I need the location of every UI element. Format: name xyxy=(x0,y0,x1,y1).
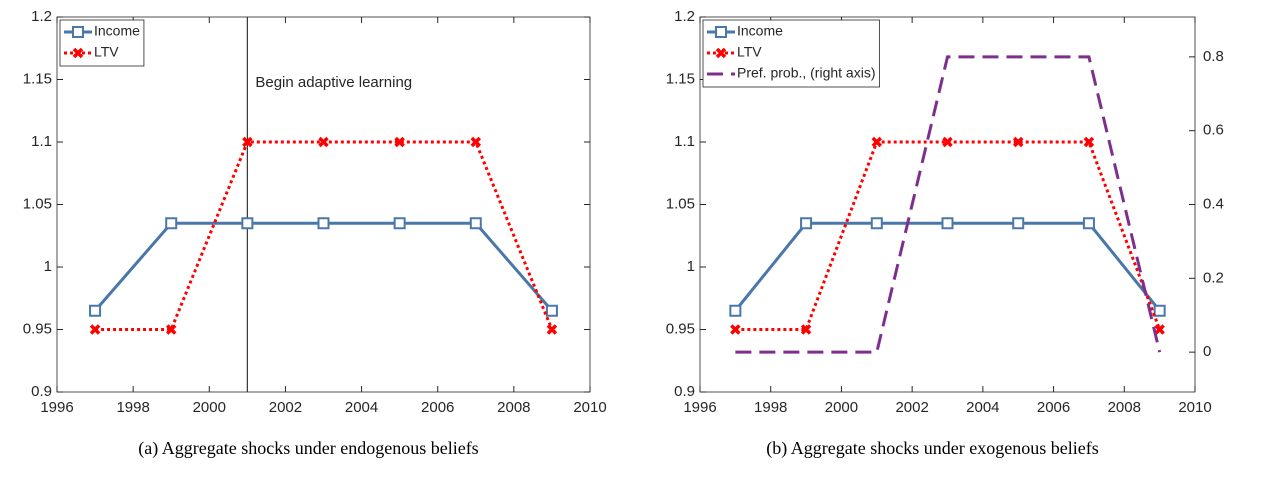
marker xyxy=(545,304,558,317)
legend-marker xyxy=(72,26,84,38)
marker xyxy=(730,324,741,335)
marker xyxy=(800,217,813,230)
y-tick-label: 1.2 xyxy=(31,8,52,25)
legend-marker xyxy=(72,47,84,59)
marker xyxy=(1082,217,1095,230)
marker xyxy=(89,324,101,335)
y2-tick-label: 0.2 xyxy=(1203,269,1224,286)
y-tick-label: 1.1 xyxy=(31,133,52,150)
legend-marker xyxy=(715,47,727,59)
caption: (b) Aggregate shocks under exogenous bel… xyxy=(766,438,1098,459)
marker xyxy=(941,217,954,230)
x-tick-label: 2006 xyxy=(421,399,454,416)
marker xyxy=(165,324,177,335)
marker xyxy=(89,304,102,317)
x-tick-label: 1996 xyxy=(40,399,73,416)
marker xyxy=(870,217,883,230)
x-tick-label: 2006 xyxy=(1037,399,1070,416)
series-line xyxy=(735,140,1162,331)
y2-tick-label: 0.8 xyxy=(1203,48,1224,65)
caption: (a) Aggregate shocks under endogenous be… xyxy=(138,438,478,459)
legend: Income LTV Pref. prob., (right axis) xyxy=(702,19,880,88)
legend-label: Income xyxy=(94,23,140,39)
y2-tick-label: 0.6 xyxy=(1203,122,1224,139)
legend-label: Income xyxy=(737,23,783,39)
legend-marker xyxy=(715,26,727,38)
x-tick-label: 2002 xyxy=(895,399,928,416)
marker xyxy=(469,217,482,230)
marker xyxy=(242,136,253,148)
legend-label: Pref. prob., (right axis) xyxy=(737,65,876,81)
y-tick-label: 0.9 xyxy=(31,383,52,400)
y-tick-label: 0.95 xyxy=(666,320,695,337)
x-tick-label: 2008 xyxy=(1108,399,1141,416)
y2-tick-label: 0 xyxy=(1203,343,1211,360)
x-tick-label: 2010 xyxy=(1178,399,1211,416)
x-tick-label: 2002 xyxy=(269,399,302,416)
y-tick-label: 1.2 xyxy=(674,8,695,25)
legend-label: LTV xyxy=(94,44,119,60)
marker xyxy=(393,217,406,230)
legend-label: LTV xyxy=(737,44,762,60)
marker xyxy=(1154,324,1165,335)
x-tick-label: 2008 xyxy=(497,399,530,416)
x-tick-label: 2004 xyxy=(345,399,378,416)
y-tick-label: 1 xyxy=(687,258,695,275)
series-line xyxy=(93,221,554,312)
x-tick-label: 2010 xyxy=(573,399,606,416)
x-tick-label: 2000 xyxy=(193,399,226,416)
marker xyxy=(1012,217,1025,230)
series-line xyxy=(95,140,554,331)
x-tick-label: 1998 xyxy=(754,399,787,416)
marker xyxy=(871,136,883,148)
x-tick-label: 1998 xyxy=(116,399,149,416)
y-tick-label: 1.05 xyxy=(23,195,52,212)
marker xyxy=(729,304,742,317)
marker xyxy=(165,217,178,230)
x-tick-label: 2004 xyxy=(966,399,999,416)
marker xyxy=(241,217,254,230)
marker xyxy=(800,324,812,335)
marker xyxy=(942,136,953,148)
y-tick-label: 1 xyxy=(44,258,52,275)
marker xyxy=(318,136,329,148)
annotation-text: Begin adaptive learning xyxy=(255,74,412,91)
y-tick-label: 1.15 xyxy=(666,70,695,87)
y-tick-label: 0.9 xyxy=(674,383,695,400)
marker xyxy=(470,136,482,148)
x-tick-label: 1996 xyxy=(683,399,716,416)
series-line xyxy=(735,55,1162,354)
marker xyxy=(546,324,558,335)
chart-panel: 1996 1998 2000 2002 2004 2006 2008 2010 0.9 0.95 1… xyxy=(23,8,607,459)
marker xyxy=(1153,304,1166,317)
marker xyxy=(1083,136,1095,148)
y-tick-label: 1.05 xyxy=(666,195,695,212)
marker xyxy=(394,136,405,148)
y-tick-label: 1.1 xyxy=(674,133,695,150)
chart-panel: 1996 1998 2000 2002 2004 2006 2008 2010 0.9 0.95 1… xyxy=(666,8,1224,459)
y-tick-label: 1.15 xyxy=(23,70,52,87)
y-tick-label: 0.95 xyxy=(23,320,52,337)
legend-frame xyxy=(59,19,145,67)
y2-tick-label: 0.4 xyxy=(1203,195,1224,212)
series-line xyxy=(734,221,1161,312)
x-tick-label: 2000 xyxy=(825,399,858,416)
legend: Income LTV xyxy=(59,19,145,67)
marker xyxy=(317,217,330,230)
marker xyxy=(1012,136,1024,148)
